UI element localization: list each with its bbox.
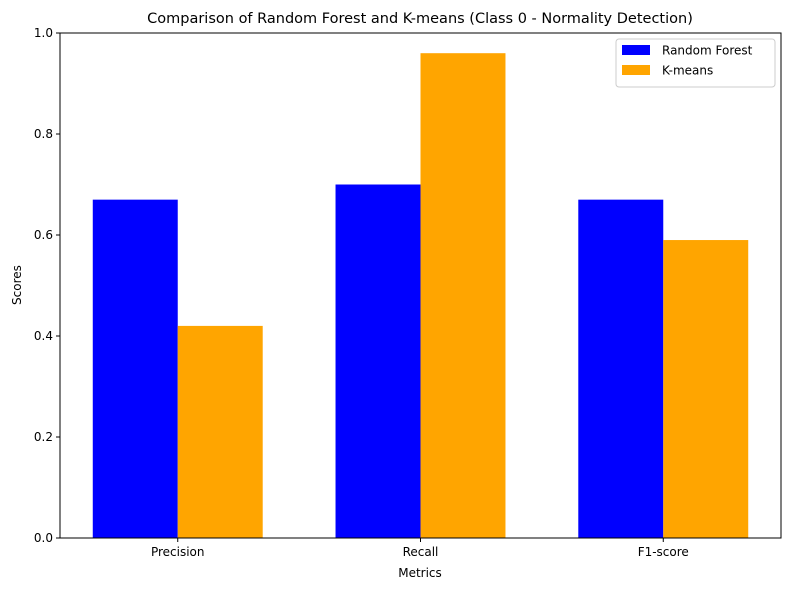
y-tick-label: 0.6 — [34, 228, 53, 242]
y-tick-label: 1.0 — [34, 26, 53, 40]
chart-title: Comparison of Random Forest and K-means … — [147, 11, 693, 27]
bar-random-forest-f1-score — [578, 199, 664, 538]
y-axis-label: Scores — [10, 265, 24, 305]
x-axis: Precision Recall F1-score — [151, 538, 689, 559]
bar-random-forest-recall — [335, 184, 421, 538]
legend-swatch — [622, 65, 650, 75]
legend-label: Random Forest — [662, 44, 753, 58]
legend-label: K-means — [662, 64, 713, 78]
legend-swatch — [622, 45, 650, 55]
x-tick-label: Recall — [403, 545, 439, 559]
x-tick-label: Precision — [151, 545, 205, 559]
x-axis-label: Metrics — [398, 566, 442, 580]
bar-k-means-recall — [420, 53, 506, 538]
bar-k-means-f1-score — [663, 240, 749, 539]
y-axis: 0.0 0.2 0.4 0.6 0.8 1.0 — [34, 26, 60, 545]
x-tick-label: F1-score — [638, 545, 689, 559]
legend-frame — [615, 38, 776, 88]
bar-random-forest-precision — [92, 199, 178, 538]
y-tick-label: 0.8 — [34, 127, 53, 141]
y-tick-label: 0.2 — [34, 430, 53, 444]
y-tick-label: 0.4 — [34, 329, 53, 343]
legend: Random Forest K-means — [615, 38, 776, 88]
bars-group — [92, 53, 749, 539]
y-tick-label: 0.0 — [34, 531, 53, 545]
bar-k-means-precision — [177, 325, 263, 538]
